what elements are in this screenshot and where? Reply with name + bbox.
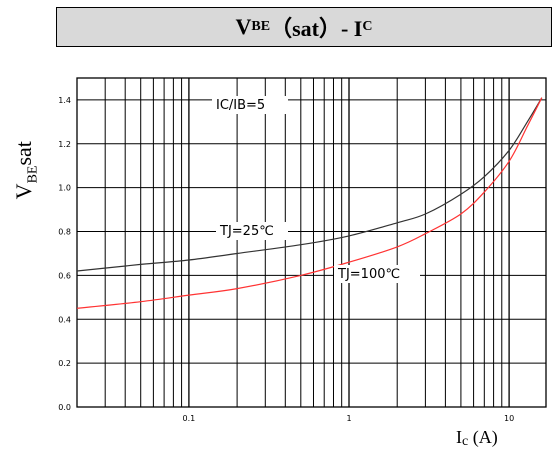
xlabel-rest: (A) [468, 427, 498, 447]
annotation-label: TJ=100℃ [337, 267, 400, 282]
title-sub-c: C [362, 19, 373, 34]
xlabel-main: I [456, 427, 462, 447]
annotation-background [334, 265, 420, 283]
x-axis-label: Ic (A) [456, 427, 498, 450]
y-tick-label: 0.2 [58, 359, 71, 368]
y-tick-label: 1.4 [58, 96, 71, 105]
x-tick-label: 1 [346, 414, 351, 423]
annotation-label: IC/IB=5 [216, 98, 265, 113]
title-mid: （sat）- I [270, 16, 363, 41]
annotation-background [212, 96, 288, 114]
title-sub-be: BE [251, 19, 271, 34]
y-tick-label: 1.2 [58, 140, 71, 149]
series-line [76, 97, 543, 309]
title-main: V [235, 14, 252, 39]
y-tick-label: 1.0 [58, 184, 71, 193]
annotation-label: TJ=25℃ [219, 224, 274, 239]
y-tick-label: 0.8 [58, 228, 71, 237]
series-line [76, 97, 543, 272]
x-tick-label: 10 [504, 414, 514, 423]
y-tick-label: 0.0 [58, 403, 71, 412]
y-tick-label: 0.4 [58, 315, 71, 324]
annotation-background [216, 222, 288, 240]
plot-frame [76, 77, 547, 408]
x-tick-label: 0.1 [183, 414, 196, 423]
y-tick-label: 0.6 [58, 271, 71, 280]
xlabel-sub: c [462, 434, 469, 449]
